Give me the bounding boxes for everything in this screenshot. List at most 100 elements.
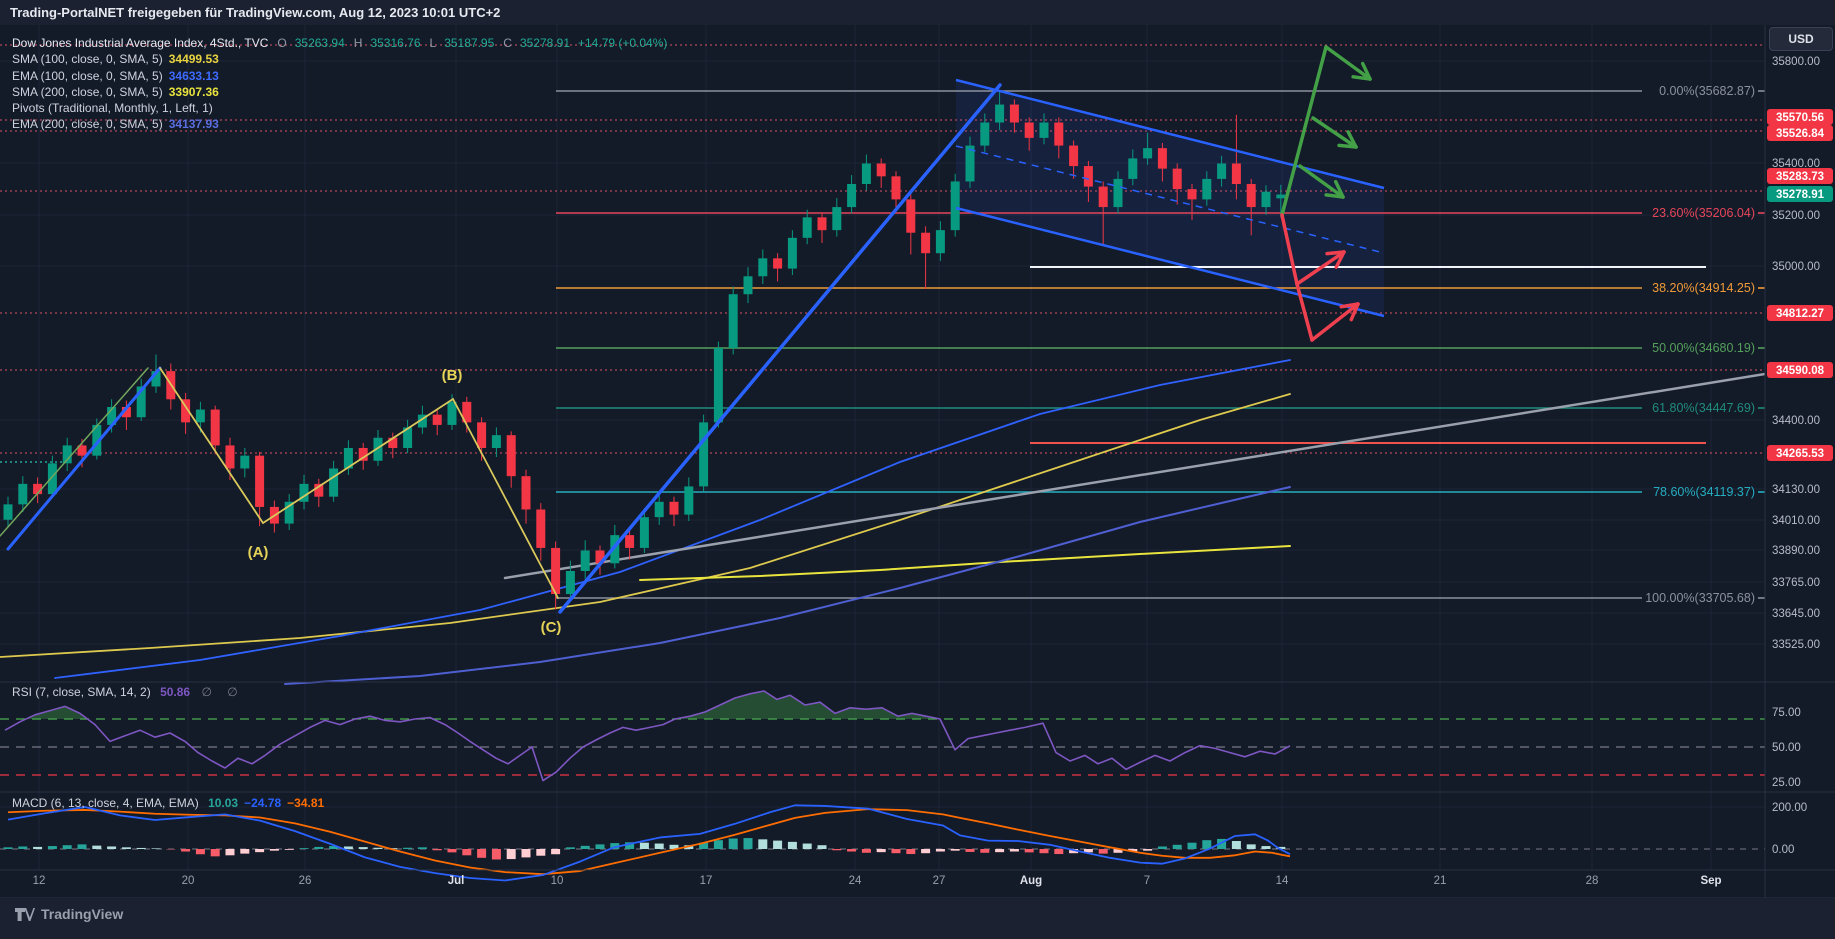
plot-area: 0.00%(35682.87) 23.60%(35206.04) 38.20%(34…: [0, 44, 1765, 882]
pivot-price-label: 35526.84: [1767, 125, 1833, 141]
svg-text:50.00: 50.00: [1772, 742, 1801, 754]
svg-text:26: 26: [299, 875, 312, 887]
svg-text:35400.00: 35400.00: [1772, 158, 1820, 170]
teal-trendline: [0, 367, 149, 537]
ema-100-line: [54, 359, 1291, 679]
svg-text:35200.00: 35200.00: [1772, 210, 1820, 222]
rsi-line: [4, 690, 1291, 782]
channel-upper: [955, 78, 1385, 190]
svg-text:27: 27: [933, 875, 946, 887]
ema-200-line: [284, 486, 1291, 685]
abc-zigzag: [159, 367, 559, 599]
pivot-price-label: 34265.53: [1767, 445, 1833, 461]
tradingview-logo-icon: [15, 907, 35, 921]
svg-text:34590.08: 34590.08: [1776, 365, 1825, 377]
svg-text:35000.00: 35000.00: [1772, 261, 1820, 273]
indicator-row[interactable]: EMA (100, close, 0, SMA, 5) 34633.13: [12, 68, 219, 83]
bullish-projection-arrows: [1280, 45, 1372, 217]
gray-trendline-line: [503, 372, 1765, 580]
svg-text:12: 12: [33, 875, 46, 887]
svg-text:75.00: 75.00: [1772, 707, 1801, 719]
svg-text:35526.84: 35526.84: [1776, 128, 1825, 140]
fib-label: 38.20%(34914.25): [1652, 281, 1755, 295]
svg-text:35570.56: 35570.56: [1776, 112, 1824, 124]
indicator-row[interactable]: SMA (200, close, 0, SMA, 5) 33907.36: [12, 84, 219, 99]
svg-text:17: 17: [700, 875, 713, 887]
blue-trendline-main: [558, 83, 1002, 614]
wave-label: (B): [442, 367, 463, 384]
sma-100-line: [0, 393, 1291, 658]
svg-text:34265.53: 34265.53: [1776, 448, 1824, 460]
indicator-legend-rows: SMA (100, close, 0, SMA, 5) 34499.53 EMA (…: [12, 51, 667, 132]
svg-text:33645.00: 33645.00: [1772, 608, 1820, 620]
symbol-title: Dow Jones Industrial Average Index, 4Std…: [12, 36, 269, 50]
svg-text:10: 10: [551, 875, 564, 887]
rsi-legend[interactable]: RSI (7, close, SMA, 14, 2) 50.86 ∅ ∅: [12, 685, 244, 699]
tradingview-logo[interactable]: TradingView: [14, 906, 123, 922]
channel-mid: [955, 145, 1385, 254]
bearish-projection-arrows: [1280, 213, 1360, 342]
price-axis: 35800.00 35400.00 35200.00 35000.00 34400.00…: [1767, 56, 1833, 856]
svg-text:25.00: 25.00: [1772, 777, 1801, 789]
svg-text:20: 20: [182, 875, 195, 887]
time-axis: 12 20 26 Jul 10 17 24 27 Aug 7 14 21 28 Sep: [33, 875, 1722, 887]
fib-label: 0.00%(35682.87): [1659, 84, 1755, 98]
channel-lower: [955, 206, 1385, 318]
svg-text:33525.00: 33525.00: [1772, 639, 1820, 651]
pivot-price-label: 34590.08: [1767, 362, 1833, 378]
ohlc-readout: O 35263.94 H 35316.76 L 35187.95 C 35278.91 +14.…: [277, 36, 668, 50]
svg-text:Sep: Sep: [1700, 875, 1721, 887]
rsi-value: 50.86: [160, 685, 191, 699]
svg-text:35800.00: 35800.00: [1772, 56, 1820, 68]
tradingview-logo-text: TradingView: [41, 906, 124, 922]
svg-text:200.00: 200.00: [1772, 802, 1807, 814]
svg-text:14: 14: [1276, 875, 1289, 887]
currency-toggle-button[interactable]: USD: [1769, 27, 1833, 51]
svg-text:0.00: 0.00: [1772, 844, 1794, 856]
svg-text:21: 21: [1434, 875, 1447, 887]
svg-text:34010.00: 34010.00: [1772, 515, 1820, 527]
svg-text:34400.00: 34400.00: [1772, 415, 1820, 427]
macd-line: [7, 804, 1291, 882]
svg-text:34812.27: 34812.27: [1776, 308, 1824, 320]
macd-legend[interactable]: MACD (6, 13, close, 4, EMA, EMA) 10.03 −2…: [12, 796, 324, 810]
svg-text:35278.91: 35278.91: [1776, 189, 1825, 201]
wave-label: (C): [541, 619, 562, 636]
wave-label: (A): [248, 544, 269, 561]
sma-200-line: [639, 545, 1291, 581]
indicator-row[interactable]: EMA (200, close, 0, SMA, 5) 34137.93: [12, 117, 219, 132]
fib-label: 23.60%(35206.04): [1652, 206, 1755, 220]
indicator-row[interactable]: Pivots (Traditional, Monthly, 1, Left, 1…: [12, 101, 213, 116]
fib-label: 78.60%(34119.37): [1653, 485, 1755, 499]
gridlines: [0, 25, 1765, 870]
rsi-null-symbols: ∅ ∅: [201, 685, 244, 699]
bottom-bar: TradingView: [0, 898, 1835, 939]
macd-values: 10.03 −24.78 −34.81: [208, 796, 325, 810]
svg-text:35283.73: 35283.73: [1776, 171, 1824, 183]
fib-label: 61.80%(34447.69): [1652, 401, 1755, 415]
symbol-row[interactable]: Dow Jones Industrial Average Index, 4Std…: [12, 35, 667, 51]
macd-signal-line: [7, 808, 1291, 876]
svg-text:34130.00: 34130.00: [1772, 484, 1820, 496]
last-price-label: 35278.91: [1767, 186, 1833, 202]
svg-text:7: 7: [1144, 875, 1150, 887]
pivot-price-label: 35283.73: [1767, 168, 1833, 184]
pivot-price-label: 35570.56: [1767, 109, 1833, 125]
svg-text:Aug: Aug: [1020, 875, 1042, 887]
svg-text:28: 28: [1586, 875, 1599, 887]
rsi-label: RSI (7, close, SMA, 14, 2): [12, 685, 151, 699]
svg-text:33890.00: 33890.00: [1772, 545, 1820, 557]
svg-text:Jul: Jul: [448, 875, 465, 887]
svg-text:24: 24: [849, 875, 862, 887]
indicator-row[interactable]: SMA (100, close, 0, SMA, 5) 34499.53: [12, 52, 219, 67]
candles: [3, 90, 1286, 610]
pivot-price-label: 34812.27: [1767, 305, 1833, 321]
chart-legend: Dow Jones Industrial Average Index, 4Std…: [12, 35, 667, 133]
macd-label: MACD (6, 13, close, 4, EMA, EMA): [12, 796, 199, 810]
svg-text:33765.00: 33765.00: [1772, 577, 1820, 589]
fib-label: 50.00%(34680.19): [1652, 341, 1755, 355]
window-title: Trading-PortalNET freigegeben für Tradin…: [10, 5, 501, 20]
blue-trendline-left: [6, 366, 162, 551]
